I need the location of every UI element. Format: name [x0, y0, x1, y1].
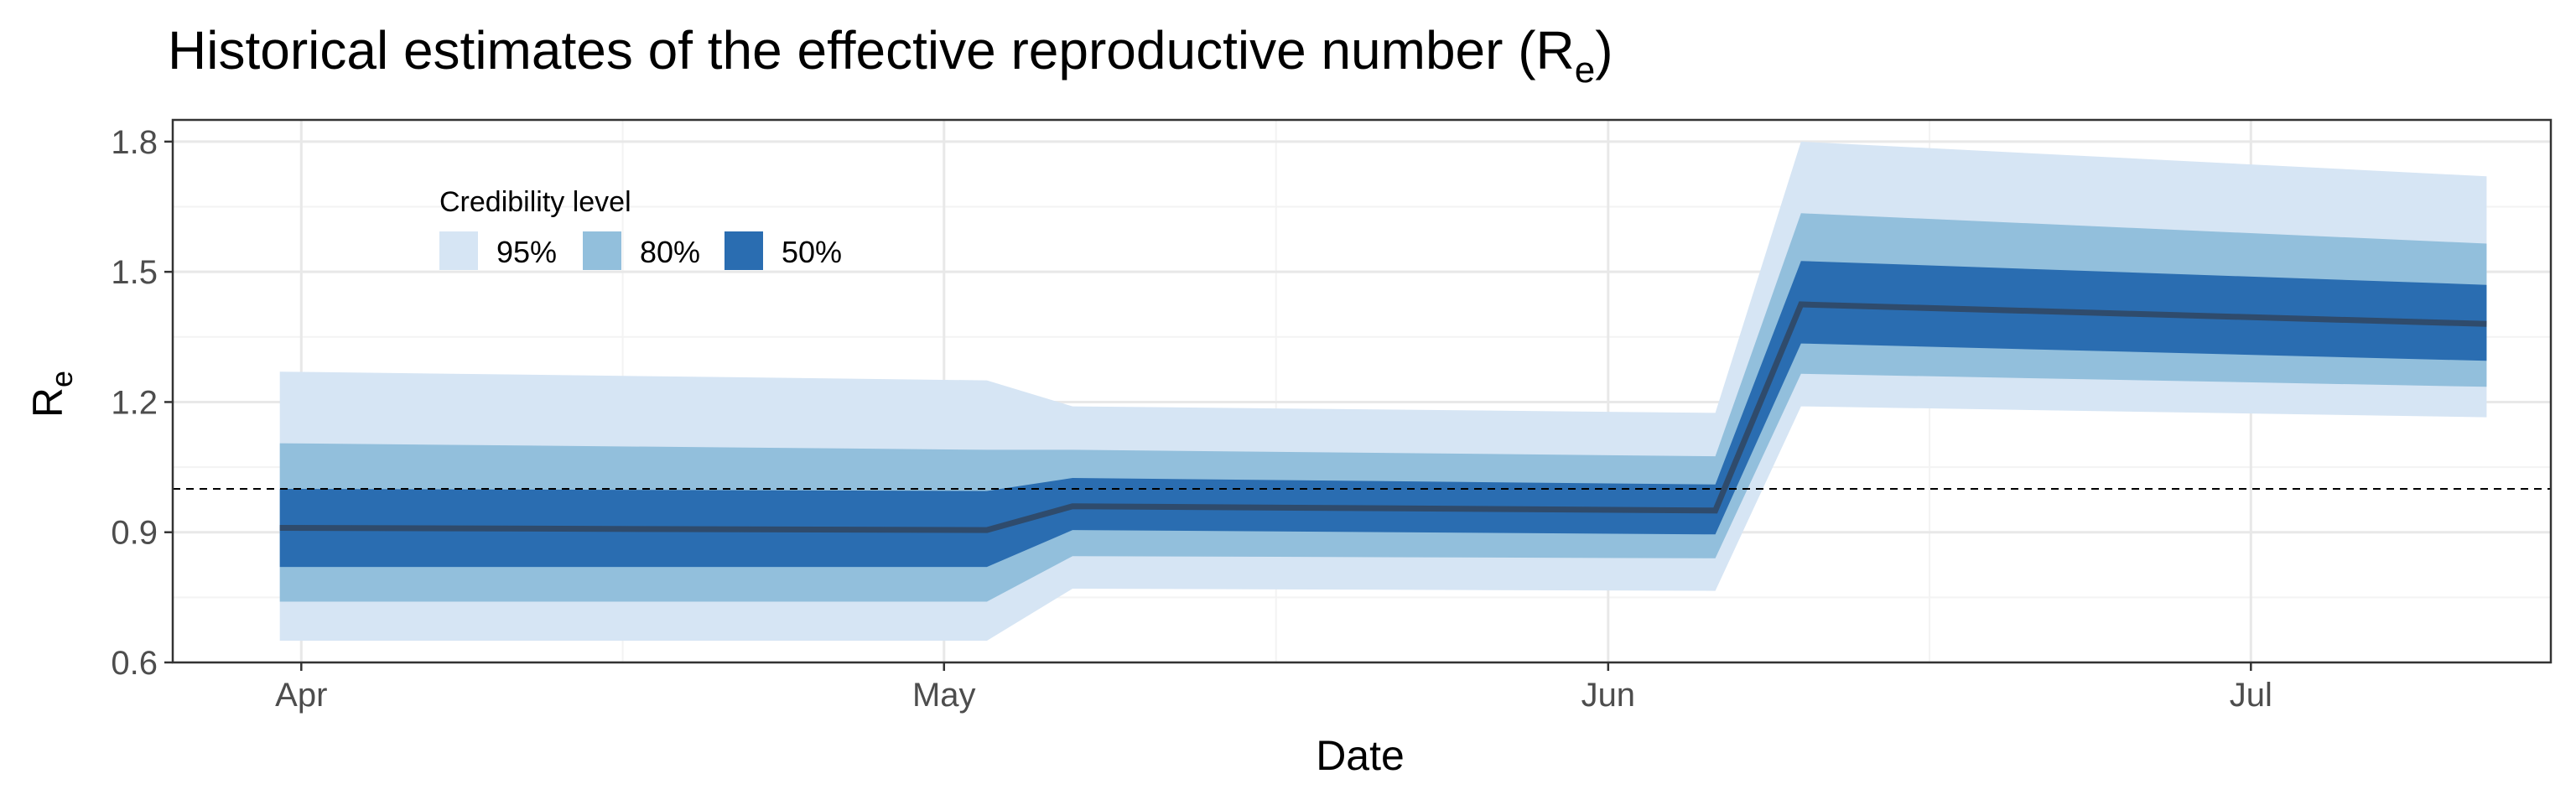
median-line	[279, 301, 2487, 533]
x-axis-title: Date	[1316, 732, 1405, 779]
y-tick-label: 1.2	[111, 384, 158, 421]
band-50	[279, 261, 2487, 568]
legend-label: 80%	[640, 235, 700, 269]
x-tick-label: May	[912, 677, 976, 714]
legend-label: 95%	[496, 235, 557, 269]
legend-title: Credibility level	[439, 186, 631, 218]
x-axis: Apr May Jun Jul	[275, 662, 2272, 714]
y-tick-label: 0.6	[111, 645, 158, 682]
legend-key	[439, 231, 478, 270]
y-axis-title: Re	[24, 371, 79, 418]
y-tick-label: 0.9	[111, 515, 158, 552]
x-tick-label: Apr	[275, 677, 327, 714]
y-tick-label: 1.5	[111, 254, 158, 291]
y-axis: 0.6 0.9 1.2 1.5 1.8	[111, 124, 173, 682]
x-tick-label: Jun	[1581, 677, 1636, 714]
y-tick-label: 1.8	[111, 124, 158, 161]
chart-title: Historical estimates of the effective re…	[168, 20, 1613, 91]
legend: Credibility level 95% 80% 50%	[439, 186, 842, 270]
legend-key	[583, 231, 621, 270]
legend-label: 50%	[782, 235, 842, 269]
x-tick-label: Jul	[2230, 677, 2272, 714]
legend-key	[724, 231, 763, 270]
plot-border	[171, 118, 2553, 664]
